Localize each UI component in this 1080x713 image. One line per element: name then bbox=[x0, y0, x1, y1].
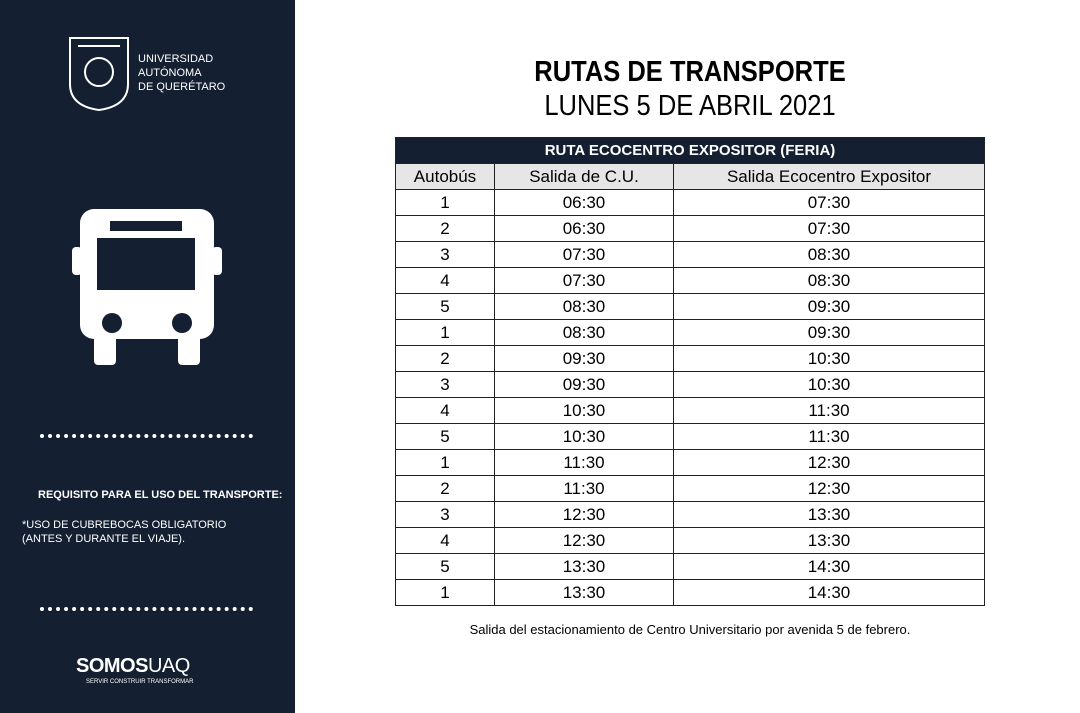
table-row: 2 09:30 10:30 bbox=[395, 345, 985, 372]
table-cell: 08:30 bbox=[673, 267, 985, 294]
table-cell: 11:30 bbox=[673, 397, 985, 424]
table-cell: 06:30 bbox=[494, 215, 674, 242]
requirement-title: REQUISITO PARA EL USO DEL TRANSPORTE: bbox=[38, 489, 283, 501]
table-row: 5 13:30 14:30 bbox=[395, 553, 985, 580]
text: AUTÓNOMA bbox=[138, 67, 202, 79]
university-name: UNIVERSIDAD AUTÓNOMA DE QUERÉTARO bbox=[138, 52, 225, 94]
divider bbox=[40, 434, 253, 438]
table-cell: 13:30 bbox=[673, 501, 985, 528]
logo bbox=[69, 37, 129, 112]
brand: SOMOSUAQ bbox=[76, 655, 190, 678]
brand-name: SOMOS bbox=[76, 655, 148, 677]
table-cell: 13:30 bbox=[494, 579, 674, 606]
table-row: 3 07:30 08:30 bbox=[395, 241, 985, 268]
brand-suffix: UAQ bbox=[147, 655, 190, 677]
table-cell: 10:30 bbox=[494, 397, 674, 424]
title: RUTAS DE TRANSPORTE bbox=[534, 56, 846, 88]
table-cell: 10:30 bbox=[673, 371, 985, 398]
table-row: 4 07:30 08:30 bbox=[395, 267, 985, 294]
footnote: Salida del estacionamiento de Centro Uni… bbox=[469, 622, 911, 637]
table-cell: 4 bbox=[395, 267, 495, 294]
table-cell: 09:30 bbox=[673, 293, 985, 320]
table-cell: 07:30 bbox=[673, 215, 985, 242]
table-cell: 2 bbox=[395, 215, 495, 242]
table-cell: 1 bbox=[395, 579, 495, 606]
table-cell: 3 bbox=[395, 241, 495, 268]
table-cell: 4 bbox=[395, 527, 495, 554]
table-cell: 5 bbox=[395, 553, 495, 580]
table-row: 1 06:30 07:30 bbox=[395, 189, 985, 216]
column-header: Salida Ecocentro Expositor bbox=[673, 163, 985, 190]
sidebar: UNIVERSIDAD AUTÓNOMA DE QUERÉTARO REQUIS… bbox=[0, 0, 295, 713]
text: *USO DE CUBREBOCAS OBLIGATORIO bbox=[22, 519, 227, 531]
text: UNIVERSIDAD bbox=[138, 53, 214, 65]
table-row: 5 08:30 09:30 bbox=[395, 293, 985, 320]
table-cell: 07:30 bbox=[494, 241, 674, 268]
table-cell: 07:30 bbox=[494, 267, 674, 294]
table-row: 2 11:30 12:30 bbox=[395, 475, 985, 502]
table-cell: 4 bbox=[395, 397, 495, 424]
table-cell: 14:30 bbox=[673, 579, 985, 606]
table-row: 1 11:30 12:30 bbox=[395, 449, 985, 476]
table-cell: 11:30 bbox=[673, 423, 985, 450]
table-row: 4 12:30 13:30 bbox=[395, 527, 985, 554]
bus-icon bbox=[72, 209, 222, 365]
column-header: Autobús bbox=[395, 163, 495, 190]
table-cell: 5 bbox=[395, 293, 495, 320]
table-cell: 1 bbox=[395, 319, 495, 346]
table-cell: 12:30 bbox=[494, 501, 674, 528]
header-row: Autobús Salida de C.U. Salida Ecocentro Ex… bbox=[395, 163, 985, 190]
table-cell: 13:30 bbox=[494, 553, 674, 580]
table-cell: 2 bbox=[395, 345, 495, 372]
table-cell: 2 bbox=[395, 475, 495, 502]
table-cell: 5 bbox=[395, 423, 495, 450]
table-cell: 1 bbox=[395, 189, 495, 216]
table-cell: 12:30 bbox=[494, 527, 674, 554]
column-header: Salida de C.U. bbox=[494, 163, 674, 190]
table-cell: 11:30 bbox=[494, 449, 674, 476]
table-row: 3 12:30 13:30 bbox=[395, 501, 985, 528]
table-cell: 12:30 bbox=[673, 449, 985, 476]
table-cell: 06:30 bbox=[494, 189, 674, 216]
table-cell: 10:30 bbox=[673, 345, 985, 372]
table-row: 4 10:30 11:30 bbox=[395, 397, 985, 424]
table-cell: 07:30 bbox=[673, 189, 985, 216]
tagline: SERVIR CONSTRUIR TRANSFORMAR bbox=[86, 679, 194, 685]
table-cell: 3 bbox=[395, 371, 495, 398]
table-cell: 14:30 bbox=[673, 553, 985, 580]
requirement-text: *USO DE CUBREBOCAS OBLIGATORIO (ANTES Y … bbox=[22, 518, 226, 546]
table-row: 1 13:30 14:30 bbox=[395, 579, 985, 606]
text: DE QUERÉTARO bbox=[138, 81, 226, 93]
table-cell: 09:30 bbox=[673, 319, 985, 346]
table-row: 3 09:30 10:30 bbox=[395, 371, 985, 398]
divider bbox=[40, 607, 253, 611]
table-row: 1 08:30 09:30 bbox=[395, 319, 985, 346]
table-title: RUTA ECOCENTRO EXPOSITOR (FERIA) bbox=[395, 137, 985, 164]
table-cell: 3 bbox=[395, 501, 495, 528]
table-cell: 1 bbox=[395, 449, 495, 476]
table-cell: 11:30 bbox=[494, 475, 674, 502]
table-cell: 08:30 bbox=[673, 241, 985, 268]
table-row: 5 10:30 11:30 bbox=[395, 423, 985, 450]
schedule-table: RUTA ECOCENTRO EXPOSITOR (FERIA) Autobús… bbox=[395, 137, 985, 606]
table-cell: 08:30 bbox=[494, 293, 674, 320]
table-row: 2 06:30 07:30 bbox=[395, 215, 985, 242]
table-cell: 09:30 bbox=[494, 371, 674, 398]
subtitle: LUNES 5 DE ABRIL 2021 bbox=[544, 90, 836, 122]
table-cell: 10:30 bbox=[494, 423, 674, 450]
table-cell: 09:30 bbox=[494, 345, 674, 372]
text: (ANTES Y DURANTE EL VIAJE). bbox=[22, 533, 186, 545]
table-cell: 13:30 bbox=[673, 527, 985, 554]
table-cell: 08:30 bbox=[494, 319, 674, 346]
table-cell: 12:30 bbox=[673, 475, 985, 502]
